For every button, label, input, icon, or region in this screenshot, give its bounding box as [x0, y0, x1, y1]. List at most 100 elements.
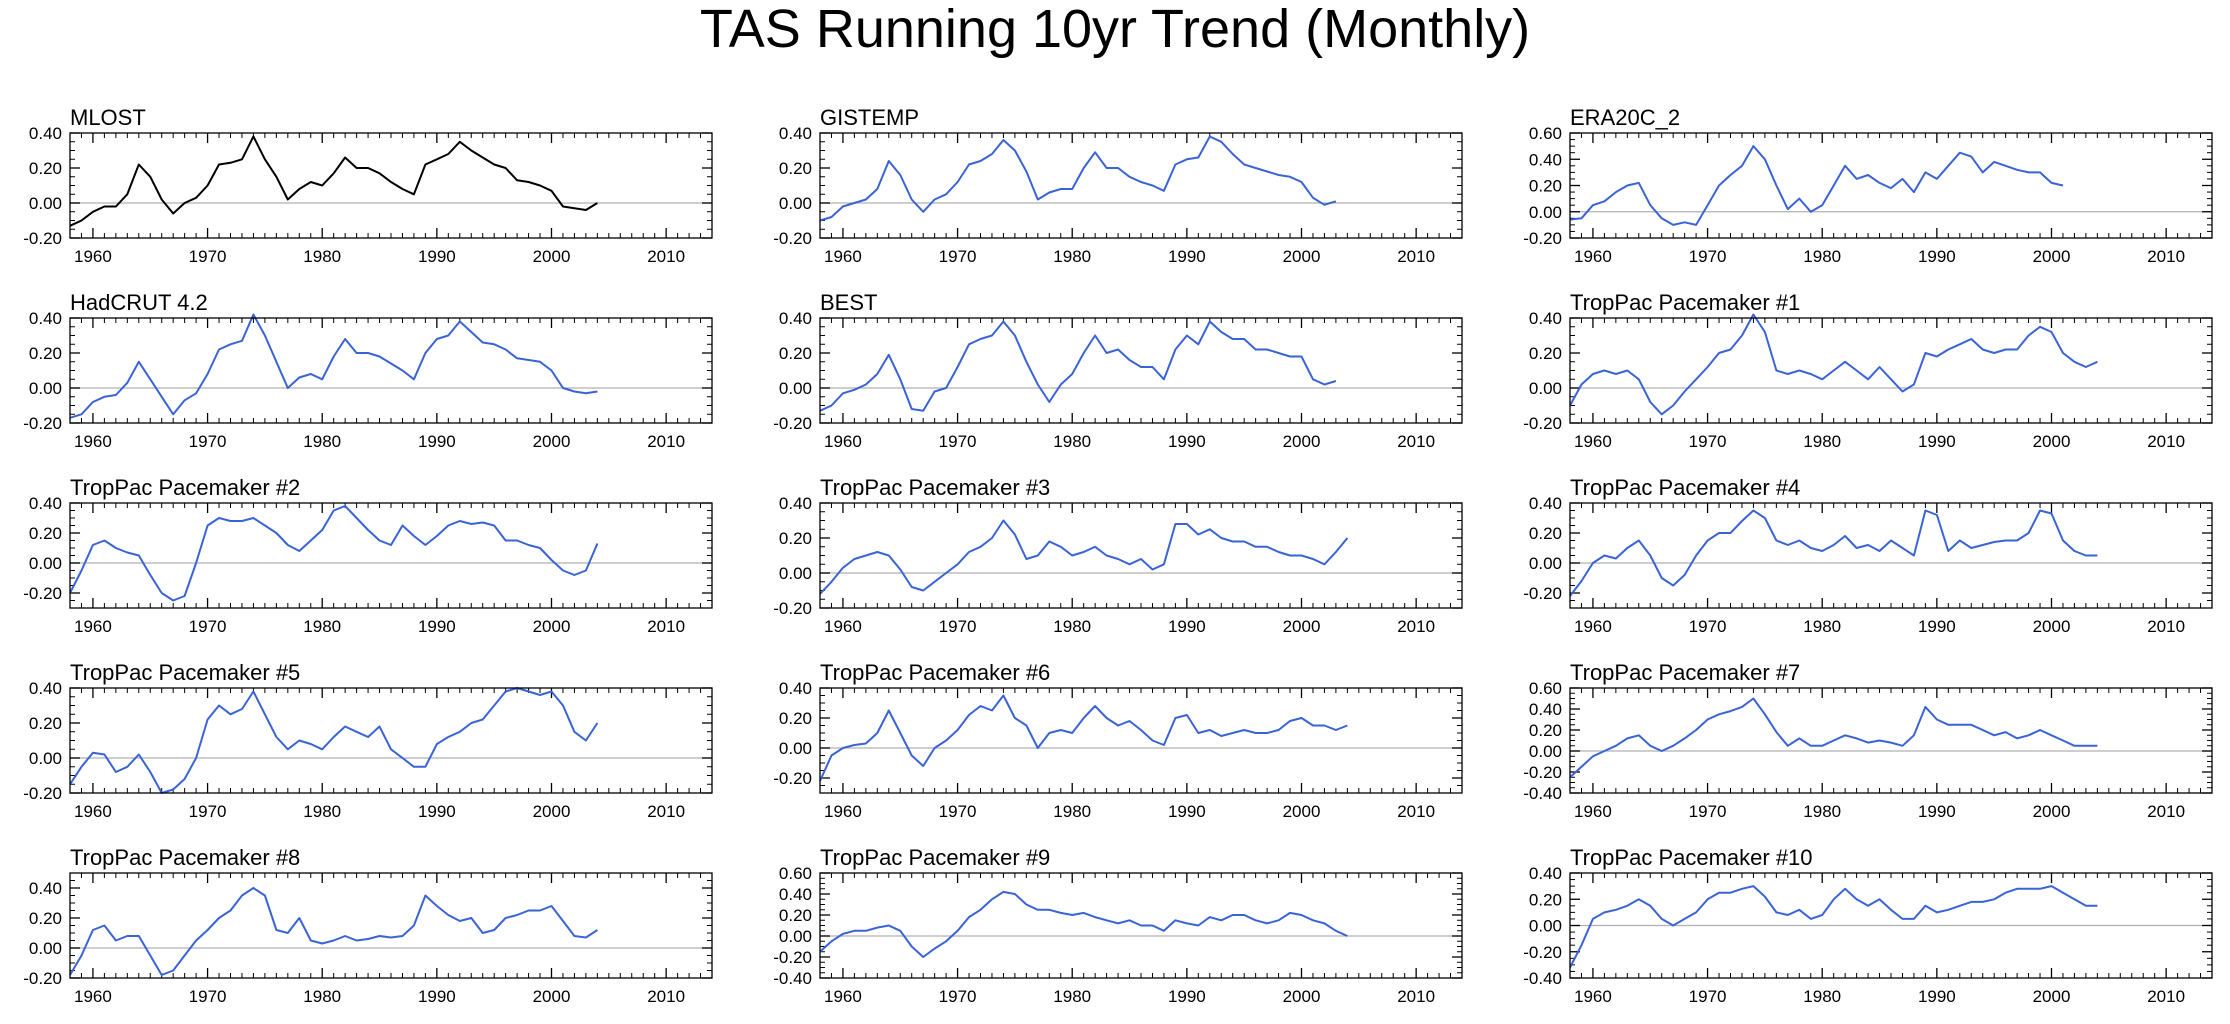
series-line [1569, 885, 2098, 968]
series-line [819, 135, 1337, 222]
panel-10: TropPac Pacemaker #5 1960 1970 1980 1990 2000… [23, 660, 713, 821]
panel-title: HadCRUT 4.2 [70, 290, 208, 315]
x-tick-label: 1980 [303, 247, 341, 266]
x-tick-label: 1980 [1803, 247, 1841, 266]
series-line [69, 313, 598, 419]
x-tick-label: 2000 [533, 617, 571, 636]
panel-7: TropPac Pacemaker #2 1960 1970 1980 1990 2000… [23, 475, 713, 636]
plot-frame [69, 317, 713, 424]
x-tick-label: 2010 [1397, 432, 1435, 451]
panel-13: TropPac Pacemaker #8 1960 1970 1980 1990 2000… [23, 845, 713, 1006]
x-tick-label: 1970 [1689, 802, 1727, 821]
y-tick-label: 0.00 [779, 739, 812, 758]
panel-title: TropPac Pacemaker #8 [70, 845, 300, 870]
y-tick-label: -0.20 [773, 599, 812, 618]
x-tick-label: 2000 [2033, 987, 2071, 1006]
x-tick-label: 1980 [1053, 432, 1091, 451]
y-tick-label: 0.00 [29, 939, 62, 958]
x-tick-label: 1990 [1918, 987, 1956, 1006]
x-tick-label: 1980 [303, 802, 341, 821]
y-tick-label: -0.20 [23, 969, 62, 988]
x-tick-label: 1980 [303, 432, 341, 451]
panel-1: MLOST 1960 1970 1980 1990 2000 2010 -0.20 0.00 0.… [23, 105, 713, 266]
y-tick-label: -0.20 [773, 229, 812, 248]
x-tick-label: 1960 [1574, 802, 1612, 821]
y-tick-label: 0.20 [29, 909, 62, 928]
y-tick-label: 0.00 [779, 927, 812, 946]
y-tick-label: 0.60 [1529, 679, 1562, 698]
x-tick-label: 1960 [824, 247, 862, 266]
x-tick-label: 2010 [647, 617, 685, 636]
series-line [69, 135, 598, 227]
x-tick-label: 2000 [1283, 432, 1321, 451]
y-tick-label: 0.20 [779, 906, 812, 925]
x-tick-label: 1980 [1053, 987, 1091, 1006]
y-tick-label: -0.20 [1523, 414, 1562, 433]
x-tick-label: 2010 [1397, 247, 1435, 266]
y-tick-label: 0.00 [1529, 554, 1562, 573]
x-tick-label: 1970 [189, 987, 227, 1006]
x-tick-label: 2010 [1397, 617, 1435, 636]
plot-frame [819, 687, 1463, 794]
panel-12: TropPac Pacemaker #7 1960 1970 1980 1990 2000… [1523, 660, 2213, 821]
x-tick-label: 1960 [74, 432, 112, 451]
x-tick-label: 1960 [824, 432, 862, 451]
y-tick-label: 0.20 [1529, 177, 1562, 196]
panel-title: BEST [820, 290, 877, 315]
x-tick-label: 1980 [303, 987, 341, 1006]
y-tick-label: 0.40 [779, 124, 812, 143]
x-tick-label: 1970 [939, 247, 977, 266]
y-tick-label: -0.40 [773, 969, 812, 988]
panel-11: TropPac Pacemaker #6 1960 1970 1980 1990 2000… [773, 660, 1463, 821]
panel-title: ERA20C_2 [1570, 105, 1680, 130]
x-tick-label: 1980 [1053, 617, 1091, 636]
x-tick-label: 2000 [2033, 247, 2071, 266]
y-tick-label: 0.00 [779, 564, 812, 583]
y-tick-label: 0.40 [1529, 150, 1562, 169]
y-tick-label: -0.20 [1523, 229, 1562, 248]
y-tick-label: 0.40 [779, 885, 812, 904]
panel-title: GISTEMP [820, 105, 919, 130]
y-tick-label: 0.00 [29, 749, 62, 768]
series-line [1569, 509, 2098, 597]
series-line [69, 887, 598, 976]
x-tick-label: 2010 [2147, 802, 2185, 821]
panel-title: TropPac Pacemaker #2 [70, 475, 300, 500]
x-tick-label: 1960 [824, 617, 862, 636]
y-tick-label: 0.40 [29, 679, 62, 698]
x-tick-label: 1970 [939, 432, 977, 451]
y-tick-label: -0.20 [1523, 763, 1562, 782]
y-tick-label: 0.20 [779, 344, 812, 363]
y-tick-label: 0.20 [779, 709, 812, 728]
y-tick-label: -0.20 [23, 414, 62, 433]
x-tick-label: 1970 [189, 432, 227, 451]
y-tick-label: 0.20 [1529, 721, 1562, 740]
x-tick-label: 1980 [303, 617, 341, 636]
series-line [819, 320, 1337, 412]
plot-frame [69, 132, 713, 239]
y-tick-label: -0.40 [1523, 784, 1562, 803]
panel-2: GISTEMP 1960 1970 1980 1990 2000 2010 -0.20 0.00… [773, 105, 1463, 266]
y-tick-label: 0.40 [779, 309, 812, 328]
x-tick-label: 1970 [189, 802, 227, 821]
x-tick-label: 1990 [1918, 432, 1956, 451]
series-line [1569, 313, 2098, 416]
series-line [819, 694, 1348, 782]
x-tick-label: 1960 [74, 617, 112, 636]
x-tick-label: 1960 [74, 987, 112, 1006]
x-tick-label: 2000 [533, 247, 571, 266]
x-tick-label: 2000 [2033, 617, 2071, 636]
panel-9: TropPac Pacemaker #4 1960 1970 1980 1990 2000… [1523, 475, 2213, 636]
x-tick-label: 2010 [647, 987, 685, 1006]
x-tick-label: 1980 [1803, 617, 1841, 636]
y-tick-label: 0.60 [779, 864, 812, 883]
x-tick-label: 1960 [1574, 617, 1612, 636]
x-tick-label: 1990 [1168, 432, 1206, 451]
plot-frame [819, 317, 1463, 424]
y-tick-label: 0.60 [1529, 124, 1562, 143]
y-tick-label: 0.00 [779, 194, 812, 213]
x-tick-label: 2000 [533, 987, 571, 1006]
x-tick-label: 1990 [1168, 617, 1206, 636]
panel-15: TropPac Pacemaker #10 1960 1970 1980 1990 200… [1523, 845, 2213, 1006]
